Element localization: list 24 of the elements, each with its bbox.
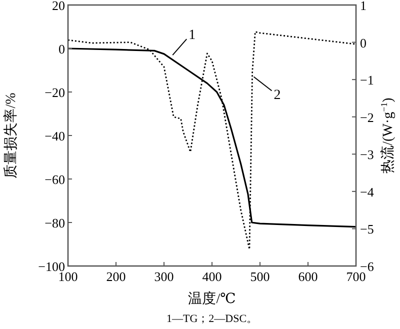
- y2-tick-label: −2: [360, 110, 374, 125]
- x-tick-label: 300: [154, 269, 174, 284]
- y-axis-title: 质量损失率/%: [3, 92, 19, 178]
- y2-tick-label: 1: [360, 0, 366, 13]
- y-tick-label: −60: [44, 172, 65, 187]
- x-tick-label: 600: [298, 269, 318, 284]
- y-tick-label: −40: [44, 128, 65, 144]
- y-tick-label: −20: [44, 85, 65, 100]
- annotation: 2: [274, 88, 281, 103]
- y2-tick-label: −4: [360, 184, 374, 200]
- text: 1—TG；2—DSC。: [166, 313, 258, 325]
- y2-tick-label: −3: [360, 147, 374, 162]
- y-tick-label: −100: [38, 259, 65, 274]
- y2-tick-label: −1: [360, 72, 374, 88]
- y2-tick-label: 0: [360, 35, 366, 50]
- y-tick-label: 0: [58, 42, 65, 56]
- y2-tick-label: −5: [360, 222, 374, 237]
- x-tick-label: 200: [106, 269, 126, 284]
- x-tick-label: 500: [250, 269, 270, 284]
- y-tick-label: −80: [44, 216, 65, 230]
- x-axis-title: 温度/℃: [188, 291, 236, 307]
- x-tick-label: 400: [202, 269, 222, 284]
- y-tick-label: 20: [52, 0, 65, 13]
- annotation: 1: [188, 28, 196, 44]
